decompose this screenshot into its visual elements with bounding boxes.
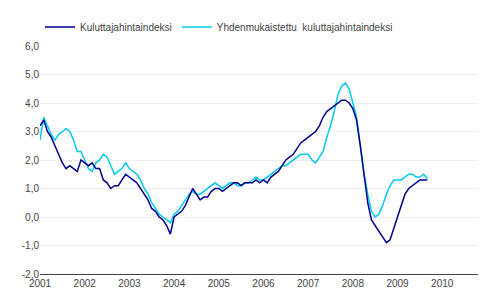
svg-text:2005: 2005 xyxy=(208,278,231,289)
svg-text:-2,0: -2,0 xyxy=(22,269,40,280)
svg-text:2008: 2008 xyxy=(342,278,365,289)
svg-text:4,0: 4,0 xyxy=(25,98,39,109)
svg-text:2001: 2001 xyxy=(29,278,52,289)
svg-text:0,0: 0,0 xyxy=(25,212,39,223)
svg-text:-1,0: -1,0 xyxy=(22,240,40,251)
svg-text:5,0: 5,0 xyxy=(25,69,39,80)
svg-text:Kuluttajahintaindeksi: Kuluttajahintaindeksi xyxy=(80,22,172,33)
svg-text:1,0: 1,0 xyxy=(25,183,39,194)
svg-text:2,0: 2,0 xyxy=(25,155,39,166)
svg-text:2007: 2007 xyxy=(297,278,320,289)
svg-text:Yhdenmukaistettu kuluttajahin: Yhdenmukaistettu kuluttajahintaindeksi xyxy=(217,22,393,33)
svg-text:2003: 2003 xyxy=(118,278,141,289)
svg-text:2002: 2002 xyxy=(74,278,97,289)
svg-text:2010: 2010 xyxy=(431,278,454,289)
svg-text:2009: 2009 xyxy=(386,278,409,289)
svg-text:2004: 2004 xyxy=(163,278,186,289)
svg-text:3,0: 3,0 xyxy=(25,126,39,137)
svg-text:6,0: 6,0 xyxy=(25,41,39,52)
svg-text:2006: 2006 xyxy=(252,278,275,289)
